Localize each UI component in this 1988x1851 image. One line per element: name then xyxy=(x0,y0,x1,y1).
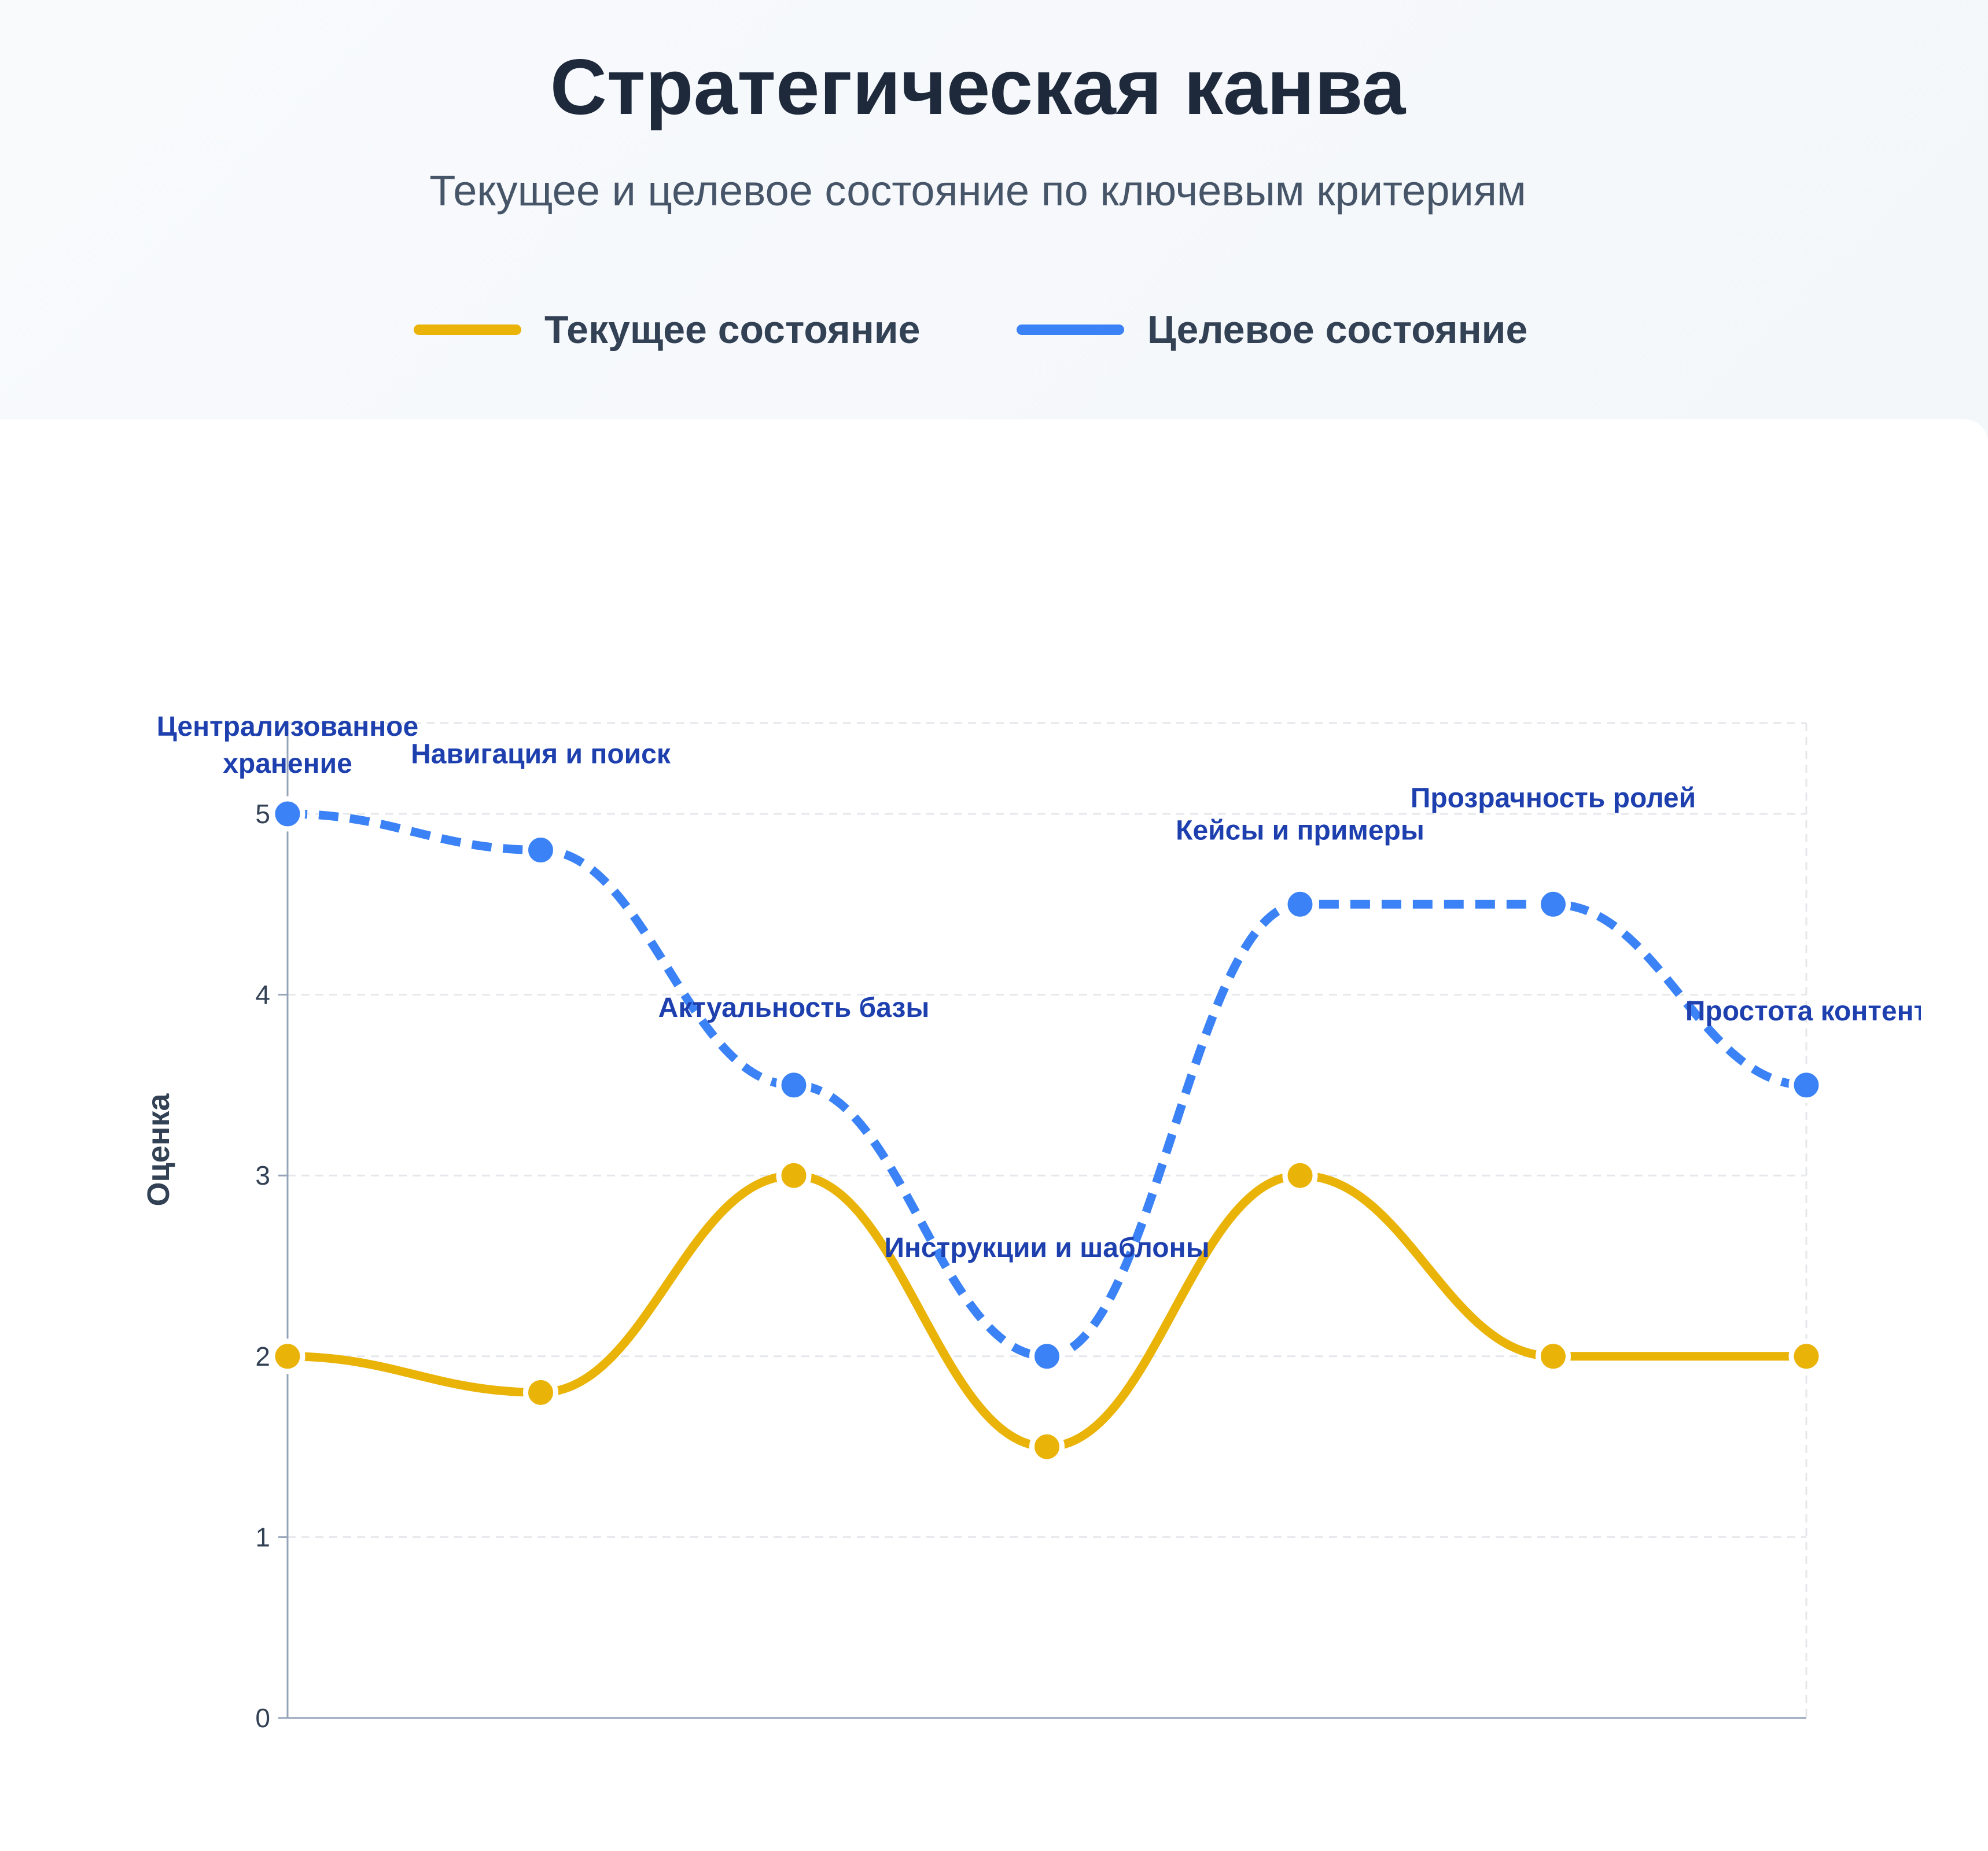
data-point-current[interactable]: Простота контента: 2 xyxy=(1788,1339,1824,1374)
point-labels: Централизованное хранение Навигация и поис… xyxy=(157,711,1927,1263)
legend-label-target: Целевое состояние xyxy=(1147,308,1528,352)
y-tick-label: 3 xyxy=(255,1160,270,1190)
data-point-target[interactable]: Простота контента: 3.5 xyxy=(1788,1067,1824,1103)
axes: 0 1 2 3 4 5 xyxy=(255,723,1806,1733)
data-point-target[interactable]: Прозрачность ролей: 4.5 xyxy=(1536,886,1571,922)
y-tick-label: 4 xyxy=(255,980,270,1010)
series-line-current xyxy=(283,1171,1811,1451)
data-point-target[interactable]: Навигация и поиск: 4.8 xyxy=(523,832,558,868)
y-tick-label: 1 xyxy=(255,1522,270,1552)
data-point-target[interactable]: Актуальность базы: 3.5 xyxy=(776,1067,812,1103)
point-label: Кейсы и примеры xyxy=(1176,815,1424,846)
data-point-target[interactable]: Кейсы и примеры: 4.5 xyxy=(1282,886,1318,922)
data-point-current[interactable]: Централизованное хранение: 2 xyxy=(270,1339,305,1374)
legend-item-current[interactable]: Текущее состояние xyxy=(414,307,920,353)
grid xyxy=(288,722,1807,1718)
y-tick-label: 5 xyxy=(255,799,270,829)
legend-item-target[interactable]: Целевое состояние xyxy=(1017,307,1527,353)
legend-label-current: Текущее состояние xyxy=(544,308,921,352)
legend-swatch-target xyxy=(1017,325,1124,335)
data-point-target[interactable]: Инструкции и шаблоны: 2 xyxy=(1029,1339,1065,1374)
data-point-current[interactable]: Прозрачность ролей: 2 xyxy=(1536,1339,1571,1374)
data-point-current[interactable]: Инструкции и шаблоны: 1.5 xyxy=(1029,1429,1065,1465)
point-label: Актуальность базы xyxy=(658,993,930,1023)
page-subtitle: Текущее и целевое состояние по ключевым … xyxy=(429,167,1526,215)
data-point-current[interactable]: Кейсы и примеры: 3 xyxy=(1282,1157,1318,1193)
y-axis-title: Оценка xyxy=(141,1093,176,1207)
point-label: Навигация и поиск xyxy=(411,739,671,770)
data-point-current[interactable]: Актуальность базы: 3 xyxy=(776,1157,812,1193)
point-label: Простота контент xyxy=(1685,996,1927,1027)
header: Стратегическая канва Текущее и целевое с… xyxy=(0,0,1988,416)
data-point-current[interactable]: Навигация и поиск: 1.8 xyxy=(523,1374,558,1410)
y-tick-label: 2 xyxy=(255,1341,270,1371)
point-label: Централизованное хранение xyxy=(157,711,418,779)
point-label: Прозрачность ролей xyxy=(1411,783,1696,813)
y-tick-label: 0 xyxy=(255,1703,270,1733)
legend-swatch-current xyxy=(414,325,521,335)
data-point-target[interactable]: Централизованное хранение: 5 xyxy=(270,796,305,832)
chart-card xyxy=(0,419,1988,1851)
series-line-target xyxy=(287,809,1807,1361)
page-title: Стратегическая канва xyxy=(550,43,1406,131)
point-label: Инструкции и шаблоны xyxy=(884,1233,1209,1263)
series: Централизованное хранение: 2 Навигация и … xyxy=(270,796,1824,1465)
